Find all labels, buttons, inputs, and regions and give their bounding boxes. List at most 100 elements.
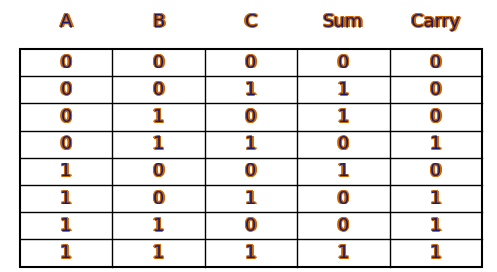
Text: 0: 0 bbox=[245, 216, 255, 234]
Text: 0: 0 bbox=[245, 217, 255, 235]
Text: 0: 0 bbox=[61, 108, 72, 126]
Text: 1: 1 bbox=[429, 189, 440, 207]
Text: 0: 0 bbox=[152, 190, 163, 208]
Text: 0: 0 bbox=[153, 162, 164, 180]
Text: 0: 0 bbox=[62, 107, 73, 125]
Text: 0: 0 bbox=[339, 189, 350, 207]
Text: 1: 1 bbox=[432, 217, 443, 235]
Text: C: C bbox=[245, 13, 257, 31]
Text: 0: 0 bbox=[152, 190, 163, 208]
Text: 1: 1 bbox=[245, 80, 255, 98]
Text: A: A bbox=[59, 13, 71, 31]
Text: 0: 0 bbox=[62, 81, 73, 99]
Text: 0: 0 bbox=[60, 135, 71, 153]
Text: 1: 1 bbox=[60, 245, 71, 262]
Text: 0: 0 bbox=[62, 80, 73, 98]
Text: 1: 1 bbox=[61, 216, 72, 234]
Text: 0: 0 bbox=[339, 135, 350, 153]
Text: 1: 1 bbox=[244, 81, 255, 99]
Text: 1: 1 bbox=[155, 244, 166, 262]
Bar bbox=[20, 49, 482, 267]
Text: 1: 1 bbox=[152, 107, 163, 125]
Text: 1: 1 bbox=[247, 243, 257, 261]
Text: 1: 1 bbox=[246, 82, 256, 100]
Text: 0: 0 bbox=[153, 54, 164, 72]
Text: 0: 0 bbox=[245, 107, 255, 125]
Text: 1: 1 bbox=[61, 245, 72, 263]
Text: 0: 0 bbox=[337, 189, 348, 207]
Text: 1: 1 bbox=[153, 245, 164, 263]
Text: 1: 1 bbox=[60, 216, 71, 234]
Text: 0: 0 bbox=[244, 162, 255, 180]
Text: 1: 1 bbox=[61, 162, 72, 180]
Text: 0: 0 bbox=[246, 162, 256, 180]
Text: 0: 0 bbox=[338, 136, 349, 154]
Text: 1: 1 bbox=[429, 135, 440, 153]
Text: 0: 0 bbox=[61, 134, 72, 152]
Text: 0: 0 bbox=[338, 54, 349, 72]
Text: Sum: Sum bbox=[325, 13, 365, 31]
Text: Sum: Sum bbox=[324, 12, 363, 30]
Text: 0: 0 bbox=[429, 162, 440, 180]
Text: 0: 0 bbox=[431, 53, 442, 71]
Text: Carry: Carry bbox=[413, 13, 461, 31]
Text: 1: 1 bbox=[153, 218, 164, 236]
Text: 1: 1 bbox=[339, 162, 350, 180]
Text: 0: 0 bbox=[62, 109, 73, 126]
Text: Sum: Sum bbox=[324, 13, 363, 31]
Text: 1: 1 bbox=[339, 81, 350, 99]
Text: 0: 0 bbox=[155, 162, 166, 180]
Text: 0: 0 bbox=[337, 136, 348, 154]
Text: 1: 1 bbox=[247, 244, 258, 262]
Text: 1: 1 bbox=[152, 136, 163, 154]
Text: 1: 1 bbox=[430, 136, 441, 154]
Text: 1: 1 bbox=[429, 244, 440, 262]
Text: 1: 1 bbox=[337, 163, 348, 181]
Text: 1: 1 bbox=[61, 244, 72, 262]
Text: 1: 1 bbox=[338, 81, 349, 99]
Text: 1: 1 bbox=[152, 108, 163, 126]
Text: 1: 1 bbox=[429, 190, 440, 208]
Text: 0: 0 bbox=[430, 54, 441, 72]
Text: 1: 1 bbox=[62, 216, 73, 234]
Text: 1: 1 bbox=[336, 244, 347, 262]
Text: 1: 1 bbox=[62, 217, 73, 235]
Text: 1: 1 bbox=[247, 135, 258, 153]
Text: 1: 1 bbox=[62, 190, 73, 208]
Text: 0: 0 bbox=[338, 189, 349, 207]
Text: 0: 0 bbox=[61, 53, 72, 71]
Text: 1: 1 bbox=[338, 109, 349, 127]
Text: 1: 1 bbox=[60, 189, 71, 207]
Text: Sum: Sum bbox=[323, 12, 362, 30]
Text: 1: 1 bbox=[339, 243, 350, 261]
Text: 0: 0 bbox=[339, 54, 350, 72]
Text: 1: 1 bbox=[429, 135, 440, 153]
Text: 1: 1 bbox=[244, 190, 255, 208]
Text: 1: 1 bbox=[339, 109, 350, 126]
Text: B: B bbox=[151, 13, 163, 31]
Text: 0: 0 bbox=[430, 162, 441, 180]
Text: 0: 0 bbox=[247, 53, 257, 71]
Text: 1: 1 bbox=[62, 217, 73, 235]
Text: A: A bbox=[61, 12, 73, 30]
Text: 0: 0 bbox=[153, 190, 164, 208]
Text: 0: 0 bbox=[337, 216, 348, 234]
Text: B: B bbox=[153, 12, 165, 30]
Text: 0: 0 bbox=[62, 136, 73, 154]
Text: 0: 0 bbox=[59, 108, 70, 126]
Text: 0: 0 bbox=[432, 81, 443, 99]
Text: 0: 0 bbox=[246, 108, 256, 126]
Text: B: B bbox=[153, 13, 165, 31]
Text: 0: 0 bbox=[338, 135, 349, 153]
Text: Carry: Carry bbox=[413, 13, 462, 31]
Text: 0: 0 bbox=[247, 163, 257, 181]
Text: 1: 1 bbox=[62, 163, 73, 181]
Text: 1: 1 bbox=[245, 136, 255, 154]
Text: 0: 0 bbox=[429, 53, 440, 71]
Text: 0: 0 bbox=[62, 53, 73, 71]
Text: 0: 0 bbox=[62, 135, 73, 153]
Text: 1: 1 bbox=[430, 245, 441, 263]
Text: 1: 1 bbox=[61, 162, 72, 180]
Text: 0: 0 bbox=[62, 81, 73, 99]
Text: 1: 1 bbox=[60, 190, 71, 208]
